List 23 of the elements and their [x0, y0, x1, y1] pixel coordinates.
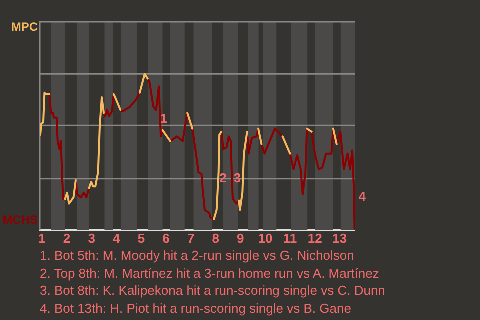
annotation: 1: [160, 111, 168, 126]
x-tick-label: 7: [187, 230, 195, 246]
x-tick-label: 8: [212, 230, 220, 246]
x-tick-label: 3: [88, 230, 96, 246]
x-tick-label: 1: [38, 230, 46, 246]
text: MCHS: [2, 213, 38, 228]
text: 3. Bot 8th: K. Kalipekona hit a run-scoring single vs C. Dunn: [40, 282, 386, 300]
x-tick-label: 13: [332, 230, 348, 246]
annotation: 2: [220, 170, 227, 186]
text: 4. Bot 13th: H. Piot hit a run-scoring single vs B. Gane: [40, 300, 352, 317]
text: 1. Bot 5th: M. Moody hit a 2-run single vs G. Nicholson: [40, 247, 356, 264]
annotation: 4: [358, 189, 367, 204]
annotation: 3: [234, 170, 242, 186]
x-tick-label: 10: [258, 230, 273, 246]
x-tick-label: 4: [113, 230, 122, 246]
x-tick-label: 5: [138, 230, 146, 246]
x-tick-label: 11: [283, 230, 298, 246]
x-tick-label: 2: [63, 230, 71, 246]
x-tick-label: 6: [162, 230, 170, 246]
text: MPC: [11, 20, 38, 34]
x-tick-label: 9: [237, 230, 244, 246]
x-tick-label: 12: [308, 230, 322, 246]
text: 2. Top 8th: M. Martínez hit a 3-run home run vs A. Martínez: [40, 264, 380, 282]
